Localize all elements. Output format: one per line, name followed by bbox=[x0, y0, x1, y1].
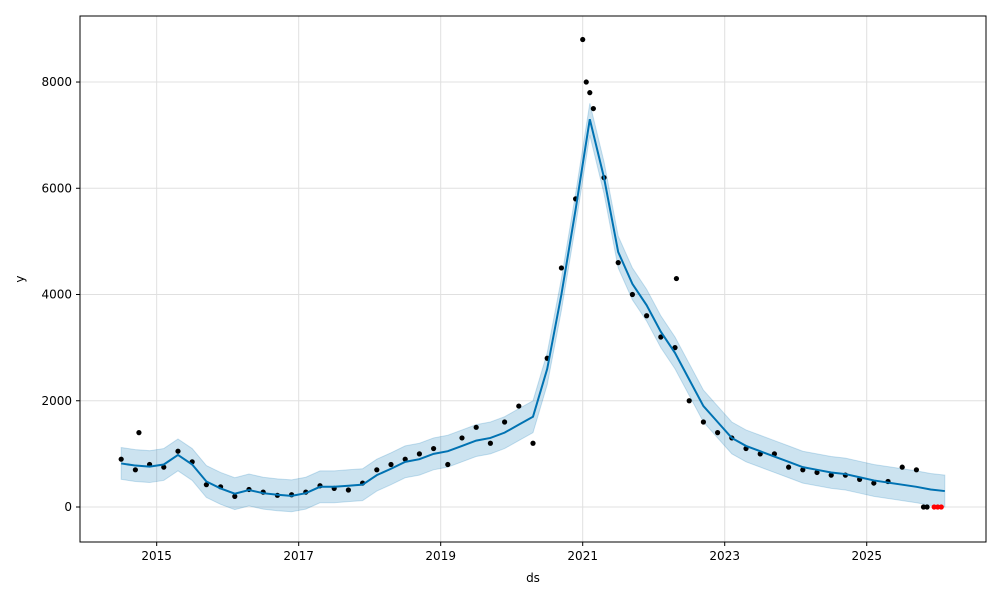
observed-point bbox=[175, 448, 181, 454]
observed-point bbox=[473, 424, 479, 430]
observed-point bbox=[814, 469, 820, 476]
observed-point bbox=[516, 403, 522, 409]
observed-point bbox=[345, 487, 351, 493]
observed-point bbox=[232, 493, 238, 499]
x-tick-label: 2015 bbox=[141, 549, 172, 563]
observed-point bbox=[402, 456, 408, 462]
observed-point bbox=[786, 464, 792, 470]
observed-point bbox=[715, 430, 721, 436]
observed-point bbox=[672, 345, 678, 351]
observed-point bbox=[558, 265, 565, 271]
observed-point bbox=[374, 467, 380, 473]
x-axis-label: ds bbox=[526, 571, 540, 585]
observed-point bbox=[136, 430, 142, 436]
observed-point bbox=[644, 313, 650, 319]
observed-point bbox=[800, 467, 806, 473]
observed-point bbox=[487, 440, 493, 446]
observed-point bbox=[161, 464, 167, 470]
observed-point bbox=[388, 461, 394, 468]
x-tick-label: 2019 bbox=[425, 549, 456, 563]
observed-point bbox=[132, 467, 138, 473]
observed-point bbox=[459, 435, 465, 441]
y-tick-label: 4000 bbox=[41, 288, 72, 302]
observed-point bbox=[615, 260, 621, 266]
forecast-line bbox=[121, 118, 945, 497]
observed-point bbox=[203, 482, 209, 488]
observed-point bbox=[913, 467, 920, 473]
observed-point bbox=[871, 480, 877, 486]
observed-point bbox=[658, 334, 664, 340]
observed-point bbox=[590, 105, 596, 112]
observed-point bbox=[686, 398, 692, 404]
y-tick-label: 8000 bbox=[41, 75, 72, 89]
observed-point bbox=[828, 472, 834, 478]
observed-point bbox=[530, 440, 536, 446]
x-tick-label: 2025 bbox=[851, 549, 882, 563]
observed-point bbox=[583, 79, 589, 85]
observed-point bbox=[118, 456, 124, 462]
observed-point bbox=[587, 90, 593, 96]
observed-point bbox=[501, 419, 508, 425]
future-point bbox=[938, 504, 944, 510]
observed-point bbox=[580, 36, 586, 43]
x-tick-label: 2023 bbox=[709, 549, 740, 563]
observed-point bbox=[416, 451, 422, 457]
y-tick-label: 2000 bbox=[41, 394, 72, 408]
observed-point bbox=[700, 419, 707, 425]
y-tick-label: 6000 bbox=[41, 181, 72, 195]
observed-point bbox=[924, 504, 930, 510]
x-tick-label: 2021 bbox=[567, 549, 598, 563]
y-tick-label: 0 bbox=[64, 500, 72, 514]
observed-point bbox=[430, 445, 437, 452]
x-tick-label: 2017 bbox=[283, 549, 314, 563]
plot-frame bbox=[79, 15, 987, 543]
observed-point bbox=[629, 291, 636, 298]
y-axis-label: y bbox=[13, 275, 27, 282]
uncertainty-band bbox=[120, 103, 946, 513]
observed-point bbox=[445, 461, 451, 468]
observed-point bbox=[899, 464, 905, 470]
observed-point bbox=[673, 275, 680, 282]
